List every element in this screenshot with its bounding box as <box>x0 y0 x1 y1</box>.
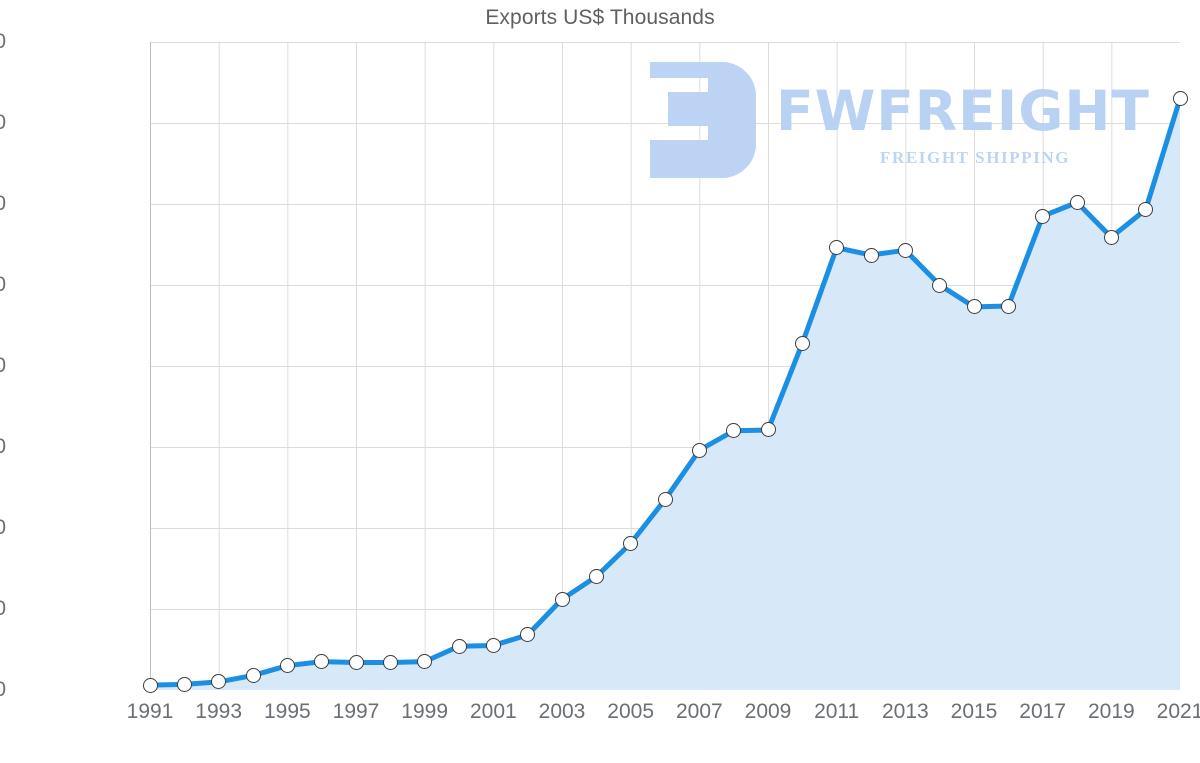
data-point-marker[interactable] <box>176 676 192 692</box>
data-point-marker[interactable] <box>451 638 467 654</box>
x-axis-tick-label: 2021 <box>1156 700 1200 723</box>
data-point-marker[interactable] <box>966 299 982 315</box>
x-axis-tick-label: 2011 <box>814 700 860 723</box>
data-point-marker[interactable] <box>348 654 364 670</box>
data-point-marker[interactable] <box>932 277 948 293</box>
data-point-marker[interactable] <box>554 591 570 607</box>
x-axis-tick-label: 1995 <box>263 700 311 723</box>
y-axis-tick-label: 10 000 000 <box>0 597 6 620</box>
data-point-marker[interactable] <box>520 627 536 643</box>
data-point-marker[interactable] <box>245 667 261 683</box>
area-fill <box>150 98 1180 690</box>
x-axis-tick-label: 2005 <box>607 700 655 723</box>
x-axis-tick-label: 1997 <box>332 700 380 723</box>
x-axis-tick-label: 2019 <box>1087 700 1135 723</box>
x-axis-tick-label: 2001 <box>469 700 517 723</box>
data-point-marker[interactable] <box>1000 298 1016 314</box>
plot-area: FWFREIGHT FREIGHT SHIPPING <box>142 42 1188 693</box>
x-axis-tick-label: 1991 <box>126 700 174 723</box>
data-point-marker[interactable] <box>726 423 742 439</box>
data-point-marker[interactable] <box>1103 229 1119 245</box>
x-axis-tick-label: 2017 <box>1019 700 1067 723</box>
data-point-marker[interactable] <box>1172 91 1188 107</box>
data-point-marker[interactable] <box>794 335 810 351</box>
data-point-marker[interactable] <box>863 247 879 263</box>
x-axis-tick-label: 2009 <box>744 700 792 723</box>
y-axis-tick-label: 50 000 000 <box>0 273 6 296</box>
data-point-marker[interactable] <box>382 654 398 670</box>
data-point-marker[interactable] <box>897 242 913 258</box>
x-axis-tick-label: 2003 <box>538 700 586 723</box>
x-axis-tick-label: 1993 <box>195 700 243 723</box>
chart-title: Exports US$ Thousands <box>485 6 715 29</box>
data-point-markers <box>142 42 1188 693</box>
data-point-marker[interactable] <box>1035 208 1051 224</box>
y-axis-tick-label: 70 000 000 <box>0 111 6 134</box>
x-axis-tick-label: 2015 <box>950 700 998 723</box>
data-point-marker[interactable] <box>829 240 845 256</box>
data-point-marker[interactable] <box>623 535 639 551</box>
data-point-marker[interactable] <box>657 492 673 508</box>
data-point-marker[interactable] <box>1069 194 1085 210</box>
y-axis-tick-label: 80 000 000 <box>0 30 6 53</box>
data-point-marker[interactable] <box>211 674 227 690</box>
y-axis-tick-label: 60 000 000 <box>0 192 6 215</box>
data-point-marker[interactable] <box>691 442 707 458</box>
data-point-marker[interactable] <box>760 422 776 438</box>
x-axis-tick-label: 2013 <box>881 700 929 723</box>
x-axis-tick-label: 1999 <box>401 700 449 723</box>
y-axis-tick-label: 40 000 000 <box>0 354 6 377</box>
data-point-marker[interactable] <box>1138 202 1154 218</box>
data-point-marker[interactable] <box>314 654 330 670</box>
data-point-marker[interactable] <box>588 569 604 585</box>
x-axis-tick-label: 2007 <box>675 700 723 723</box>
y-axis-tick-label: 30 000 000 <box>0 435 6 458</box>
data-point-marker[interactable] <box>417 654 433 670</box>
y-axis-tick-label: 20 000 000 <box>0 516 6 539</box>
data-point-marker[interactable] <box>485 637 501 653</box>
data-point-marker[interactable] <box>142 677 158 693</box>
data-point-marker[interactable] <box>279 658 295 674</box>
y-axis-tick-label: 0 <box>0 678 6 701</box>
